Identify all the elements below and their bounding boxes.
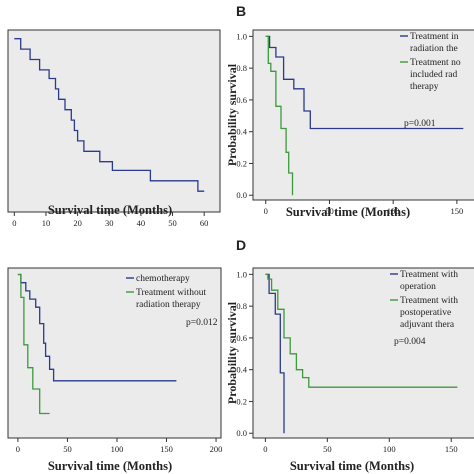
panel-3-series-2-line bbox=[17, 273, 50, 415]
panel-2-series-2-line bbox=[265, 35, 294, 196]
panel-3-xtick-label: 50 bbox=[63, 444, 72, 454]
panel-4-ytick-label: 0.8 bbox=[236, 301, 247, 311]
panel-2-legend-text: Treatment no bbox=[410, 58, 461, 68]
panel-2-ytick-label: 0.6 bbox=[236, 95, 247, 105]
panel-2-ytick-label: 1.0 bbox=[236, 31, 247, 41]
panel-3-xtick-label: 0 bbox=[16, 444, 20, 454]
panel-2-xtick-label: 0 bbox=[264, 206, 268, 216]
panel-2-ytick-label: 0.8 bbox=[236, 63, 247, 73]
panel-2-pvalue: p=0.001 bbox=[404, 119, 436, 129]
panel-4-ytick-label: 1.0 bbox=[236, 269, 247, 279]
panel-1-xtick-label: 50 bbox=[168, 218, 177, 228]
panel-4-legend-text: Treatment with bbox=[400, 270, 458, 280]
panel-1-series-1-line bbox=[14, 38, 205, 192]
panel-1-xtick-label: 40 bbox=[137, 218, 146, 228]
panel-2-legend-text: included rad bbox=[410, 70, 457, 80]
panel-3-xtick-label: 100 bbox=[111, 444, 124, 454]
panel-2-panel-label: B bbox=[236, 3, 246, 19]
panel-1-xtick-label: 20 bbox=[73, 218, 82, 228]
panel-4-ytick-label: 0.2 bbox=[236, 396, 247, 406]
panel-3-legend-text: radiation therapy bbox=[136, 300, 201, 310]
panel-1-x-axis-label: Survival time (Months) bbox=[48, 203, 172, 217]
panel-2-series-1-line bbox=[265, 35, 464, 130]
panel-4-legend-text: postoperative bbox=[400, 308, 451, 318]
panel-2-y-axis-label: Probability survival bbox=[225, 63, 239, 166]
panel-1-plot-area bbox=[7, 29, 221, 213]
panel-2-xtick-label: 150 bbox=[451, 206, 464, 216]
panel-2-xtick-label: 50 bbox=[325, 206, 334, 216]
panel-2-ytick-label: 0.0 bbox=[236, 190, 247, 200]
panel-3-xtick-label: 200 bbox=[210, 444, 223, 454]
panel-1-xtick-label: 0 bbox=[12, 218, 16, 228]
panel-2-legend-text: radiation the bbox=[410, 44, 458, 54]
panel-3-legend-text: chemotherapy bbox=[136, 274, 190, 284]
panel-4-legend-text: operation bbox=[400, 282, 436, 292]
panel-1-xtick-label: 10 bbox=[42, 218, 51, 228]
panel-4-series-2-line bbox=[265, 273, 458, 388]
panel-4-xtick-label: 50 bbox=[323, 444, 332, 454]
panel-2-xtick-label: 100 bbox=[387, 206, 400, 216]
panel-4-ytick-label: 0.6 bbox=[236, 333, 247, 343]
panel-4-panel-label: D bbox=[236, 237, 246, 253]
panel-4-x-axis-label: Survival time (Months) bbox=[290, 459, 414, 473]
panel-2-legend-text: Treatment in bbox=[410, 32, 459, 42]
panel-4-legend-text: adjuvant thera bbox=[400, 320, 455, 330]
panel-2-plot-area bbox=[252, 29, 474, 201]
panel-2-x-axis-label: Survival time (Months) bbox=[286, 205, 410, 219]
panel-1-xtick-label: 60 bbox=[200, 218, 209, 228]
panel-4-xtick-label: 150 bbox=[445, 444, 458, 454]
panel-4-ytick-label: 0.0 bbox=[236, 428, 247, 438]
panel-4-ytick-label: 0.4 bbox=[236, 365, 247, 375]
panel-2-ytick-label: 0.2 bbox=[236, 158, 247, 168]
panel-3-x-axis-label: Survival time (Months) bbox=[48, 459, 172, 473]
panel-3-pvalue: p=0.012 bbox=[186, 318, 218, 328]
panel-4-y-axis-label: Probability survival bbox=[225, 301, 239, 404]
panel-3-xtick-label: 150 bbox=[160, 444, 173, 454]
panel-4-legend-text: Treatment with bbox=[400, 296, 458, 306]
panel-3-legend-text: Treatment without bbox=[136, 288, 206, 298]
panel-4-plot-area bbox=[252, 267, 474, 439]
panel-1-xtick-label: 30 bbox=[105, 218, 114, 228]
panel-3-plot-area bbox=[7, 267, 222, 439]
panel-4-xtick-label: 100 bbox=[383, 444, 396, 454]
panel-4-series-1-line bbox=[265, 273, 285, 434]
panel-3-series-1-line bbox=[17, 273, 177, 382]
panel-4-pvalue: p=0.004 bbox=[394, 337, 426, 347]
panel-2-ytick-label: 0.4 bbox=[236, 127, 247, 137]
panel-4-xtick-label: 0 bbox=[263, 444, 267, 454]
panel-2-legend-text: therapy bbox=[410, 82, 439, 92]
